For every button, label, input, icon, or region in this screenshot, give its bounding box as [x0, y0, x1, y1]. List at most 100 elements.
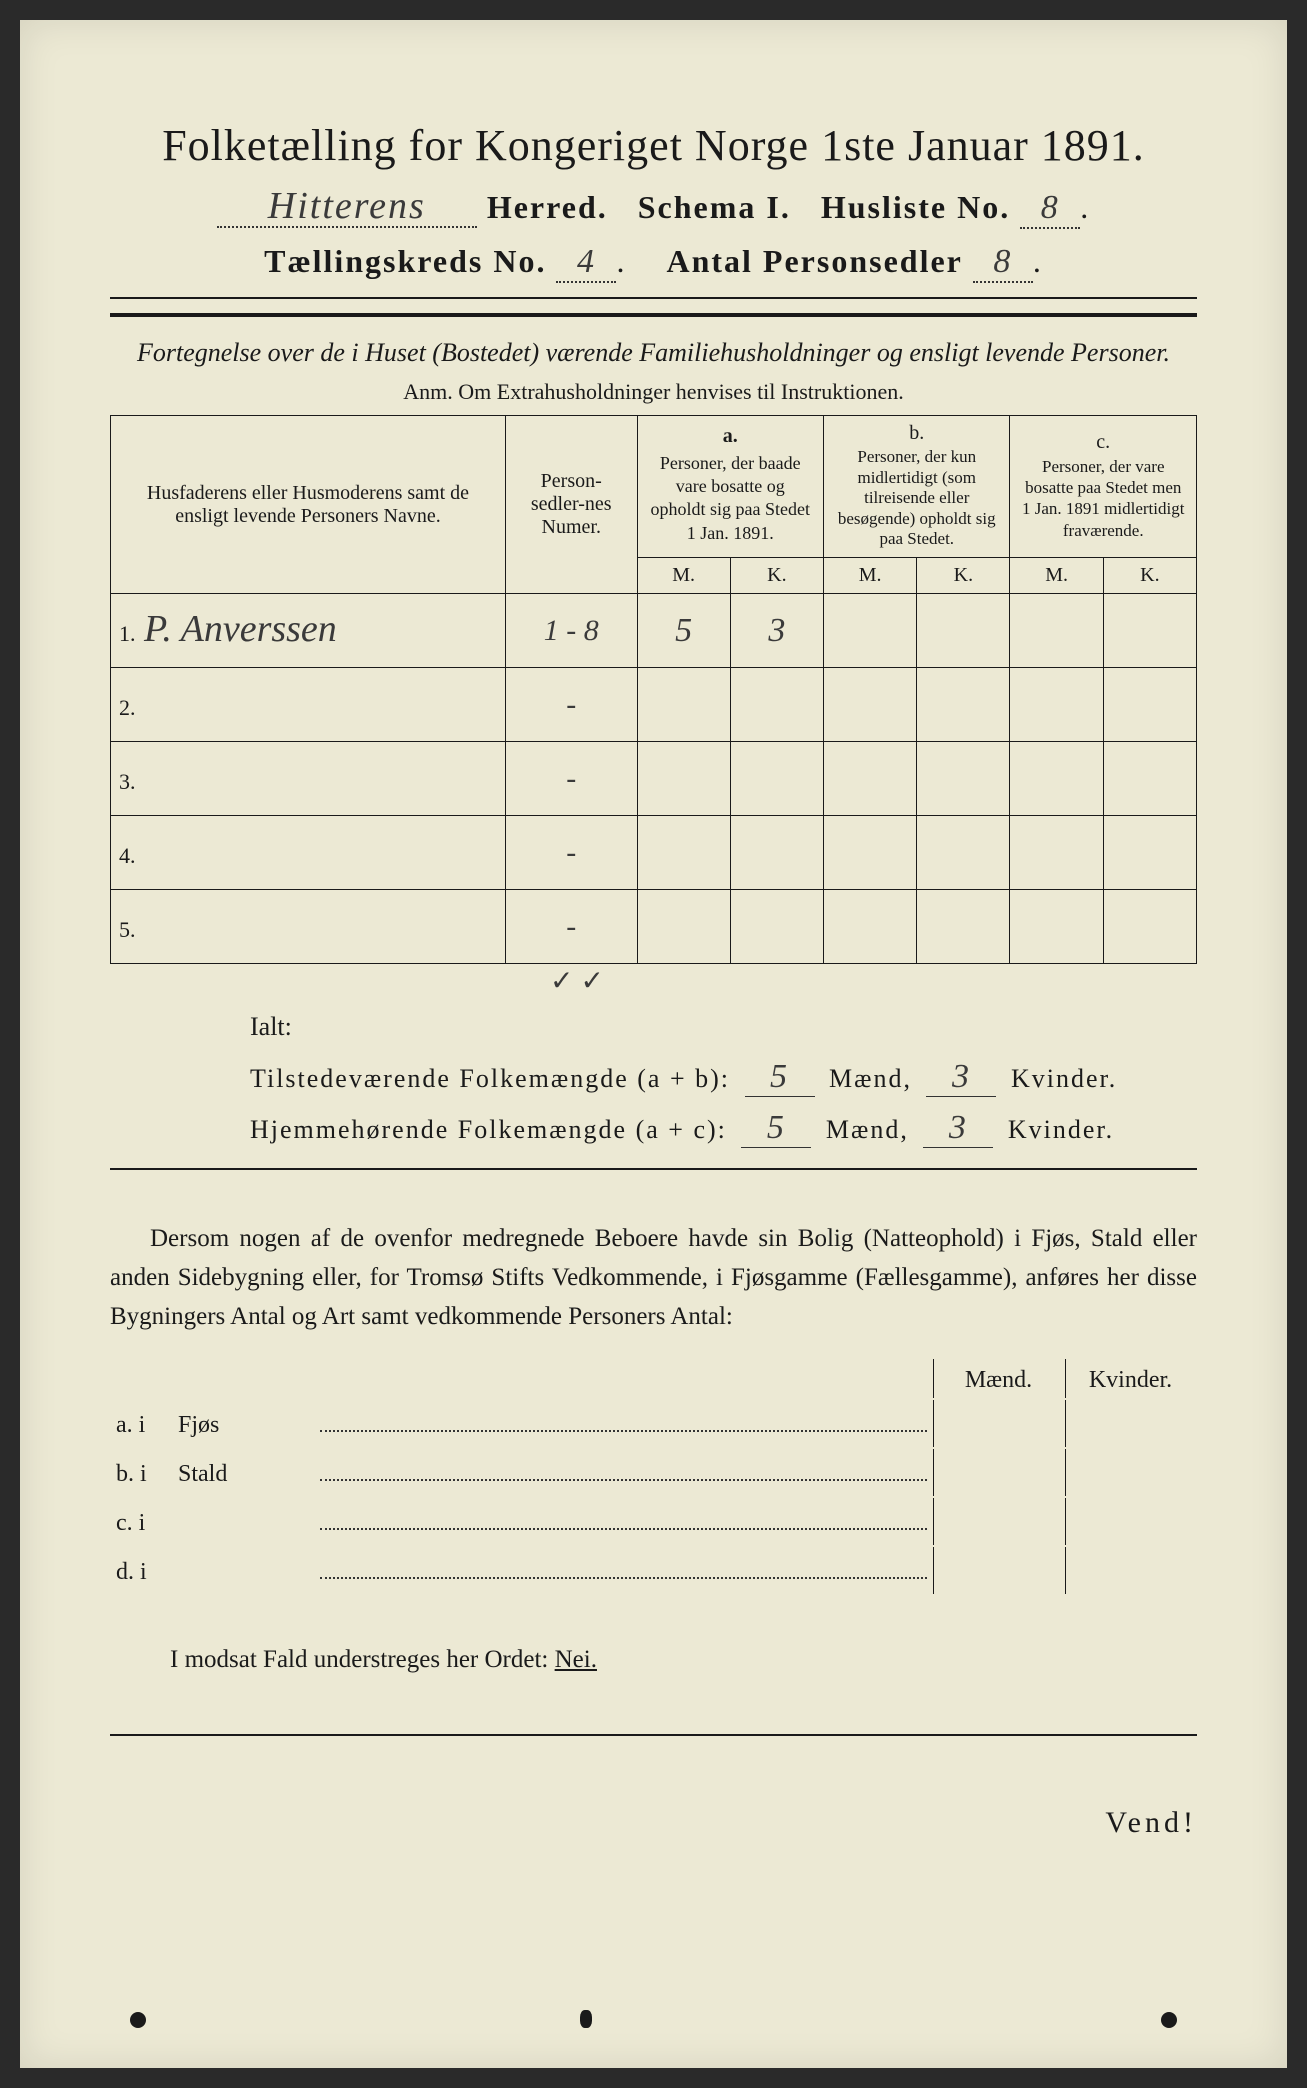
table-row: 4. - — [111, 816, 1197, 890]
census-form-page: Folketælling for Kongeriget Norge 1ste J… — [20, 20, 1287, 2068]
ck-cell — [1103, 816, 1196, 890]
col-a-header: a. Personer, der baade vare bosatte og o… — [637, 416, 823, 558]
cm-cell — [1010, 742, 1103, 816]
ck-cell — [1103, 668, 1196, 742]
mk-a-k: K. — [730, 558, 823, 594]
sub-dots — [316, 1547, 931, 1594]
table-row: 3. - — [111, 742, 1197, 816]
cm-cell — [1010, 890, 1103, 964]
anm-text: Anm. Om Extrahusholdninger henvises til … — [110, 379, 1197, 405]
rule-3 — [110, 1168, 1197, 1170]
rule-1 — [110, 297, 1197, 299]
antal-label: Antal Personsedler — [666, 243, 962, 279]
sub-row: c. i — [112, 1498, 1195, 1545]
punch-hole — [1161, 2012, 1177, 2028]
bm-cell — [824, 816, 917, 890]
ak-cell — [730, 816, 823, 890]
ak-cell — [730, 742, 823, 816]
cm-cell — [1010, 594, 1103, 668]
bm-cell — [824, 742, 917, 816]
sub-m — [933, 1449, 1063, 1496]
num-cell: - — [505, 816, 637, 890]
ialt-1-m: 5 — [770, 1058, 789, 1095]
am-cell — [637, 668, 730, 742]
sub-table: Mænd. Kvinder. a. iFjøsb. iStaldc. id. i — [110, 1357, 1197, 1596]
husliste-no: 8 — [1041, 189, 1060, 226]
header-block: Folketælling for Kongeriget Norge 1ste J… — [110, 120, 1197, 283]
sub-dots — [316, 1498, 931, 1545]
ialt-block: Ialt: Tilstedeværende Folkemængde (a + b… — [250, 1012, 1197, 1148]
table-row: 1. P. Anverssen1 - 853 — [111, 594, 1197, 668]
bk-cell — [917, 742, 1010, 816]
ialt-1-k: 3 — [952, 1058, 971, 1095]
sub-maend: Mænd. — [933, 1359, 1063, 1398]
mk-b-k: K. — [917, 558, 1010, 594]
name-cell: 2. — [111, 668, 506, 742]
sub-k — [1065, 1547, 1195, 1594]
modsat-line: I modsat Fald understreges her Ordet: Ne… — [170, 1646, 1197, 1674]
sub-label: c. i — [112, 1498, 172, 1545]
bk-cell — [917, 890, 1010, 964]
sub-dots — [316, 1400, 931, 1447]
ialt-line-2: Hjemmehørende Folkemængde (a + c): 5 Mæn… — [250, 1109, 1197, 1148]
ialt-line-1: Tilstedeværende Folkemængde (a + b): 5 M… — [250, 1058, 1197, 1097]
herred-label: Herred. — [487, 189, 608, 225]
sub-label: a. i — [112, 1400, 172, 1447]
kreds-no: 4 — [577, 243, 596, 280]
mk-b-m: M. — [824, 558, 917, 594]
sub-k — [1065, 1498, 1195, 1545]
num-cell: 1 - 8 — [505, 594, 637, 668]
col-name-header: Husfaderens eller Husmoderens samt de en… — [111, 416, 506, 594]
cm-cell — [1010, 816, 1103, 890]
col-num-header: Person-sedler-nes Numer. — [505, 416, 637, 594]
kreds-label: Tællingskreds No. — [264, 243, 546, 279]
table-header-row-1: Husfaderens eller Husmoderens samt de en… — [111, 416, 1197, 558]
bm-cell — [824, 594, 917, 668]
schema-label: Schema I. — [638, 189, 791, 225]
antal-no: 8 — [993, 243, 1012, 280]
vend-text: Vend! — [110, 1806, 1197, 1840]
sub-m — [933, 1547, 1063, 1594]
check-marks: ✓ ✓ — [550, 964, 1197, 998]
ak-cell: 3 — [730, 594, 823, 668]
am-cell — [637, 890, 730, 964]
name-cell: 5. — [111, 890, 506, 964]
sub-m — [933, 1498, 1063, 1545]
paragraph: Dersom nogen af de ovenfor medregnede Be… — [110, 1220, 1197, 1336]
herred-name: Hitterens — [268, 185, 426, 227]
sub-label: b. i — [112, 1449, 172, 1496]
num-cell: - — [505, 742, 637, 816]
name-cell: 3. — [111, 742, 506, 816]
sub-m — [933, 1400, 1063, 1447]
sub-header: Mænd. Kvinder. — [112, 1359, 1195, 1398]
mk-c-k: K. — [1103, 558, 1196, 594]
main-table: Husfaderens eller Husmoderens samt de en… — [110, 415, 1197, 964]
ak-cell — [730, 668, 823, 742]
sub-row: d. i — [112, 1547, 1195, 1594]
am-cell — [637, 742, 730, 816]
ck-cell — [1103, 890, 1196, 964]
ialt-title: Ialt: — [250, 1012, 1197, 1042]
am-cell: 5 — [637, 594, 730, 668]
bk-cell — [917, 816, 1010, 890]
main-title: Folketælling for Kongeriget Norge 1ste J… — [110, 120, 1197, 171]
mk-c-m: M. — [1010, 558, 1103, 594]
ialt-2-m: 5 — [767, 1109, 786, 1146]
num-cell: - — [505, 668, 637, 742]
bk-cell — [917, 594, 1010, 668]
bm-cell — [824, 668, 917, 742]
ialt-2-k: 3 — [949, 1109, 968, 1146]
rule-4 — [110, 1734, 1197, 1736]
punch-hole — [130, 2012, 146, 2028]
header-line-2: Hitterens Herred. Schema I. Husliste No.… — [110, 189, 1197, 229]
sub-k — [1065, 1449, 1195, 1496]
sub-row: b. iStald — [112, 1449, 1195, 1496]
sub-kvinder: Kvinder. — [1065, 1359, 1195, 1398]
col-c-header: c. Personer, der vare bosatte paa Stedet… — [1010, 416, 1197, 558]
bm-cell — [824, 890, 917, 964]
husliste-label: Husliste No. — [821, 189, 1010, 225]
table-row: 2. - — [111, 668, 1197, 742]
sub-dots — [316, 1449, 931, 1496]
sub-k — [1065, 1400, 1195, 1447]
header-line-3: Tællingskreds No. 4. Antal Personsedler … — [110, 243, 1197, 283]
